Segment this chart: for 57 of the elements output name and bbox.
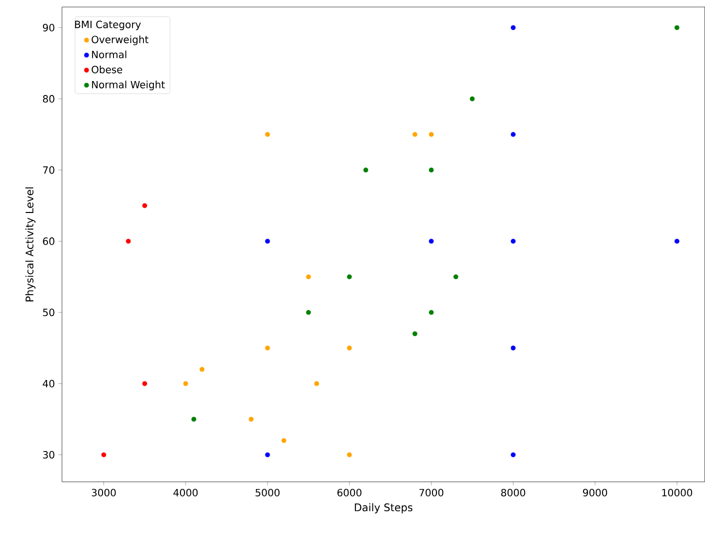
point — [428, 167, 434, 173]
legend-title: BMI Category — [75, 20, 141, 30]
point — [453, 274, 459, 280]
point — [362, 167, 369, 173]
legend-label: Overweight — [92, 36, 148, 46]
legend-label: Normal — [92, 50, 126, 58]
point — [264, 452, 270, 458]
x-tick-label: 7000 — [419, 488, 444, 496]
x-tick-label: 6000 — [337, 488, 362, 496]
point — [142, 380, 148, 386]
point — [510, 238, 516, 244]
x-tick-label: 10000 — [662, 488, 692, 496]
point — [428, 132, 434, 138]
point — [346, 345, 352, 351]
point — [142, 202, 148, 208]
point — [412, 132, 418, 138]
point — [346, 274, 352, 280]
x-axis-title: Daily Steps — [354, 503, 412, 514]
point — [674, 238, 680, 244]
point — [182, 380, 188, 386]
x-tick-label: 5000 — [256, 488, 280, 496]
point — [199, 366, 205, 372]
y-tick-label: 60 — [43, 238, 54, 246]
point — [346, 452, 352, 458]
point — [126, 238, 132, 244]
point — [510, 452, 516, 458]
point — [510, 345, 516, 351]
x-tick-label: 3000 — [92, 488, 116, 496]
x-tick-label: 9000 — [583, 488, 608, 496]
point — [306, 274, 312, 280]
x-tick-label: 8000 — [501, 488, 526, 496]
point — [264, 345, 270, 351]
point — [510, 132, 516, 138]
point — [264, 238, 270, 244]
point — [469, 96, 476, 102]
point — [191, 416, 197, 422]
point — [510, 24, 516, 31]
y-tick-label: 40 — [42, 380, 54, 388]
point — [248, 416, 254, 422]
point — [264, 132, 270, 138]
legend-label: Obese — [92, 66, 122, 74]
point — [306, 310, 312, 316]
point — [428, 310, 434, 316]
legend-label: Normal Weight — [92, 80, 165, 90]
x-tick-label: 4000 — [173, 488, 198, 496]
point — [428, 238, 434, 244]
point — [100, 452, 107, 458]
y-tick-label: 50 — [43, 308, 54, 316]
y-tick-label: 80 — [42, 95, 54, 103]
y-tick-label: 30 — [43, 451, 54, 459]
y-tick-label: 90 — [42, 24, 54, 32]
point — [412, 331, 418, 337]
point — [314, 380, 320, 386]
point — [674, 24, 680, 31]
point — [281, 438, 287, 444]
y-tick-label: 70 — [43, 166, 54, 174]
y-axis-title: Physical Activity Level — [25, 188, 36, 302]
